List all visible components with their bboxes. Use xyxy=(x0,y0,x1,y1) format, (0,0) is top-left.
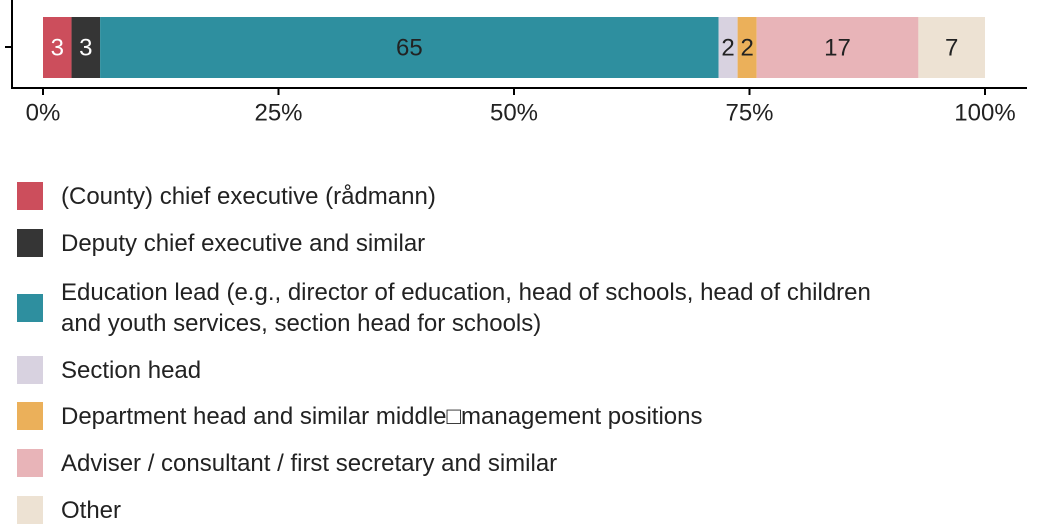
legend-swatch xyxy=(17,229,43,257)
plot: 0% 25% 50% 75% 100% 3 3 65 2 2 17 7 xyxy=(5,0,1027,126)
legend-swatch xyxy=(17,402,43,430)
legend-item: Section head xyxy=(17,355,201,386)
legend-swatch xyxy=(17,356,43,384)
bar-segment xyxy=(737,17,757,78)
legend-swatch xyxy=(17,496,43,524)
x-tick-label: 75% xyxy=(725,99,773,126)
legend-item: Adviser / consultant / first secretary a… xyxy=(17,448,557,479)
bar-segment xyxy=(100,17,719,78)
data-label: 65 xyxy=(396,34,423,61)
data-label: 2 xyxy=(721,34,734,61)
x-tick-label: 100% xyxy=(954,99,1015,126)
bar-segment xyxy=(718,17,738,78)
data-label: 3 xyxy=(79,34,92,61)
legend-label: (County) chief executive (rådmann) xyxy=(61,182,436,210)
legend-item: (County) chief executive (rådmann) xyxy=(17,181,436,212)
data-label: 7 xyxy=(945,34,958,61)
bar-segment xyxy=(918,17,985,78)
bar-segment xyxy=(43,17,72,78)
x-tick-label: 50% xyxy=(490,99,538,126)
legend-label: Other xyxy=(61,496,122,524)
legend-swatch xyxy=(17,449,43,477)
x-tick-label: 0% xyxy=(26,99,61,126)
legend-label: Adviser / consultant / first secretary a… xyxy=(61,449,558,477)
data-label: 2 xyxy=(740,34,753,61)
legend-label: Department head and similar middle□manag… xyxy=(61,402,703,430)
data-label: 3 xyxy=(51,34,64,61)
legend-swatch xyxy=(17,294,43,322)
legend-item: Department head and similar middle□manag… xyxy=(17,401,703,432)
legend-item: Other xyxy=(17,495,121,526)
legend-label: Section head xyxy=(61,356,202,384)
bar-segment xyxy=(756,17,919,78)
bar-segment xyxy=(71,17,101,78)
legend-label: Deputy chief executive and similar xyxy=(61,229,426,257)
legend-item: Deputy chief executive and similar xyxy=(17,228,425,259)
legend-item: Education lead (e.g., director of educat… xyxy=(17,277,871,339)
legend-label: Education lead (e.g., director of educat… xyxy=(61,279,871,337)
data-label: 17 xyxy=(824,34,851,61)
x-tick-label: 25% xyxy=(254,99,302,126)
legend-swatch xyxy=(17,182,43,210)
